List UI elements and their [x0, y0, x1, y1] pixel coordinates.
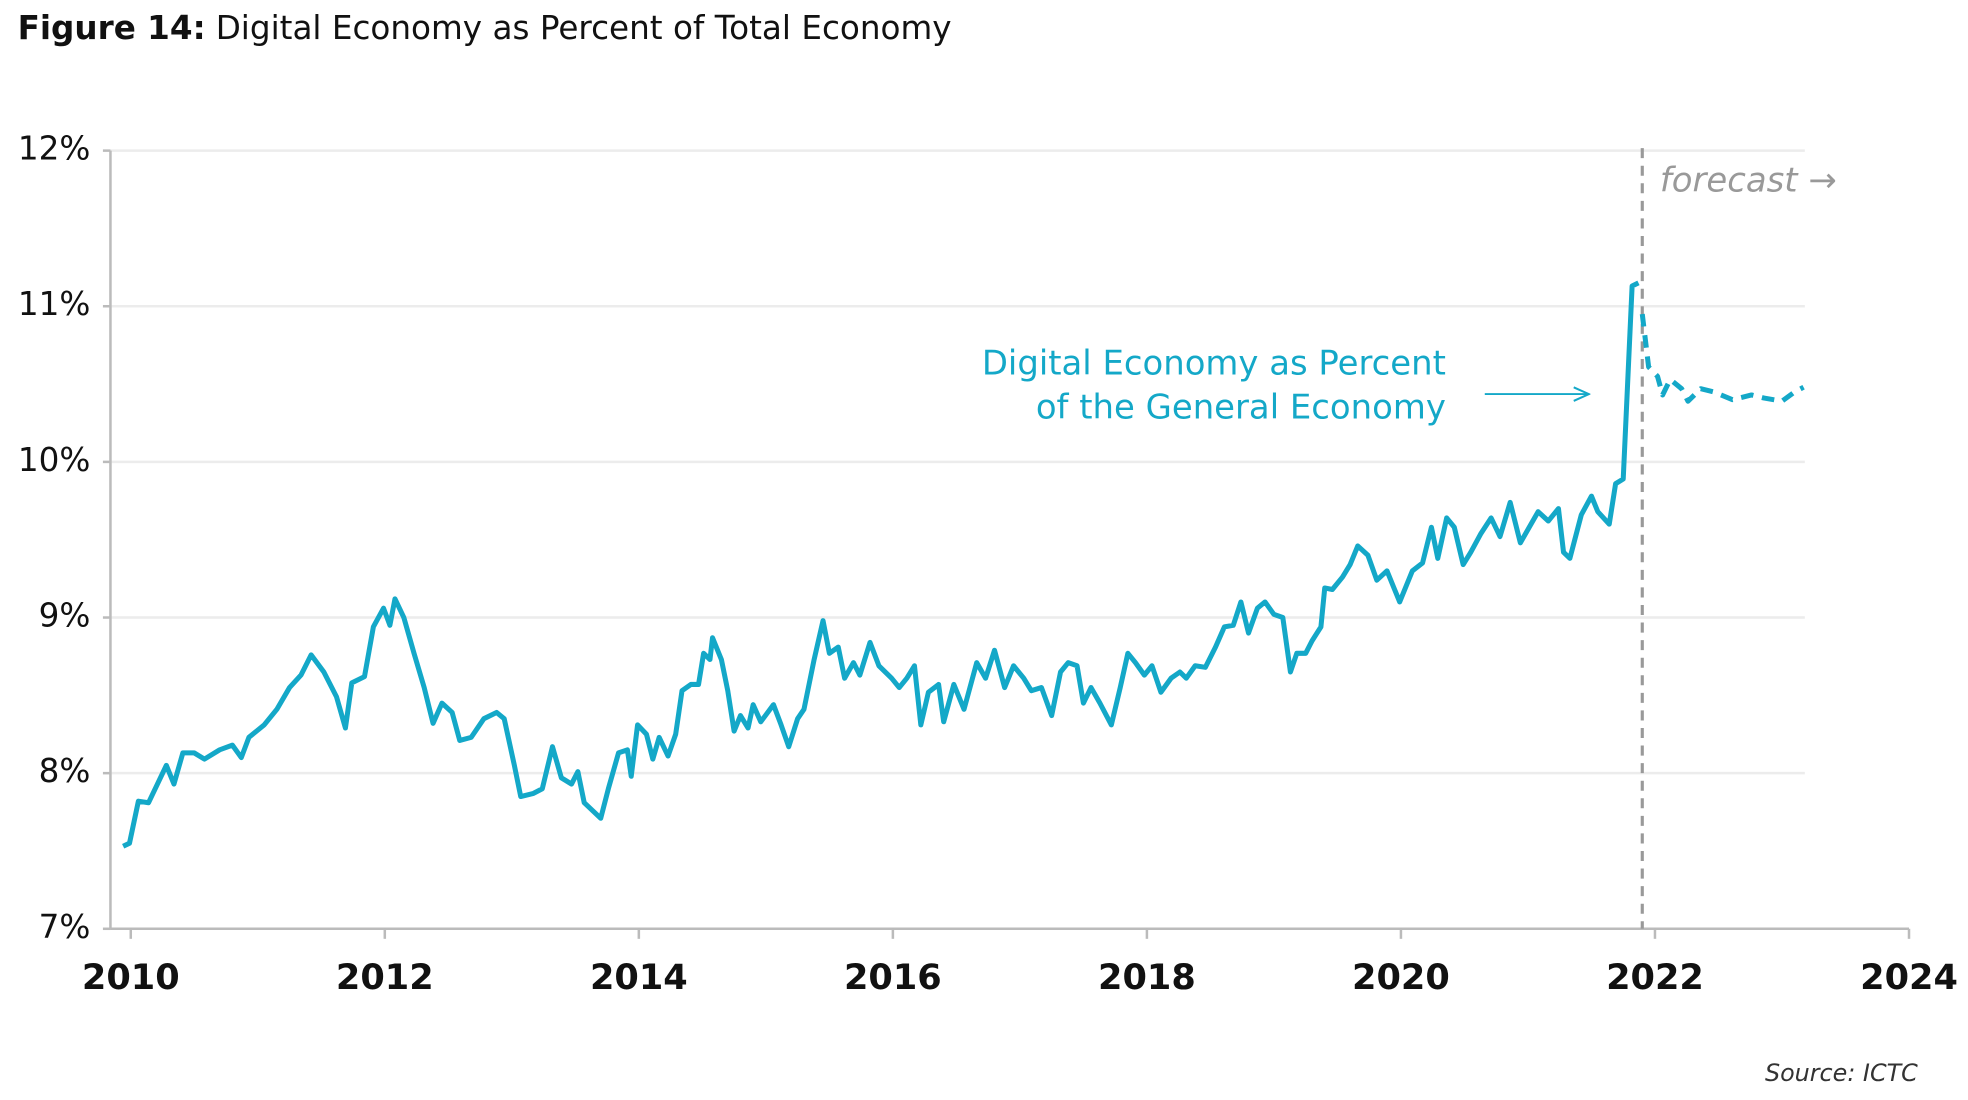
title-text: Digital Economy as Percent of Total Econ…: [216, 9, 952, 47]
y-tick-label: 7%: [39, 908, 91, 946]
x-tick-label: 2014: [590, 957, 688, 998]
forecast-label: forecast →: [1660, 161, 1837, 200]
x-tick-label: 2016: [844, 957, 942, 998]
data-line: [122, 280, 1640, 849]
x-tick-label: 2022: [1606, 957, 1704, 998]
y-tick-label: 8%: [39, 752, 91, 790]
annotation: Digital Economy as Percent: [982, 344, 1446, 383]
x-tick-label: 2020: [1352, 957, 1450, 998]
figure-label: Figure 14:: [18, 9, 206, 47]
x-tick-label: 2024: [1860, 957, 1958, 998]
annotation: of the General Economy: [1036, 388, 1446, 427]
chart-title: Figure 14: Digital Economy as Percent of …: [18, 9, 952, 47]
source: Source: ICTC: [1765, 1059, 1918, 1087]
y-tick-label: 11%: [18, 285, 91, 323]
x-tick-label: 2012: [336, 957, 434, 998]
y-tick-label: 12%: [18, 130, 91, 168]
y-tick-label: 10%: [18, 441, 91, 479]
x-tick-label: 2018: [1098, 957, 1196, 998]
x-tick-label: 2010: [82, 957, 180, 998]
y-tick-label: 9%: [39, 597, 91, 635]
data-line: [1639, 313, 1805, 404]
